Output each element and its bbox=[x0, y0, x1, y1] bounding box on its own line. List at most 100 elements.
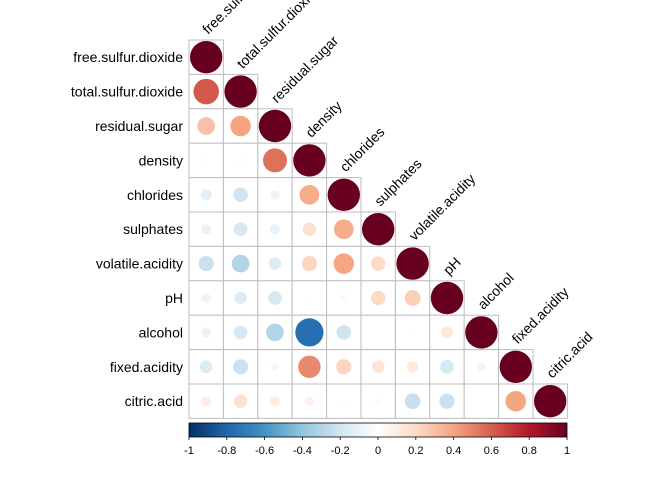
correlation-circle bbox=[465, 316, 498, 349]
grid-cell bbox=[188, 245, 224, 282]
correlation-circle bbox=[370, 256, 386, 271]
correlation-circle bbox=[233, 394, 248, 408]
column-label: density bbox=[302, 98, 345, 141]
colorbar-tick-label: 0.8 bbox=[522, 445, 537, 457]
correlation-circle bbox=[197, 117, 216, 135]
correlation-circle bbox=[269, 224, 281, 235]
correlation-circle bbox=[336, 359, 352, 375]
column-label: chlorides bbox=[337, 124, 388, 175]
correlation-circle bbox=[268, 257, 282, 270]
colorbar-tick-label: 1 bbox=[564, 445, 570, 457]
correlation-circle bbox=[374, 397, 382, 405]
row-label: fixed.acidity bbox=[110, 359, 183, 375]
correlation-circle bbox=[505, 390, 527, 412]
column-label: sulphates bbox=[371, 155, 425, 209]
row-labels: free.sulfur.dioxide total.sulfur.dioxide r… bbox=[71, 49, 183, 409]
colorbar-tick-label: 0.4 bbox=[446, 445, 461, 457]
correlation-circle bbox=[238, 158, 243, 163]
grid-cell bbox=[360, 314, 396, 351]
correlation-circle bbox=[201, 327, 212, 338]
column-label: citric.acid bbox=[543, 329, 596, 382]
colorbar-tick-label: -0.4 bbox=[293, 445, 312, 457]
correlation-circle bbox=[230, 115, 251, 137]
correlation-circle bbox=[340, 294, 348, 302]
correlation-circle bbox=[336, 325, 352, 340]
correlation-circle bbox=[302, 222, 317, 236]
colorbar-tick-label: -1 bbox=[184, 445, 194, 457]
row-label: pH bbox=[165, 290, 183, 306]
correlation-circle bbox=[198, 256, 214, 272]
correlation-circle bbox=[298, 355, 321, 379]
correlation-circle bbox=[341, 398, 347, 404]
correlation-circle bbox=[371, 360, 385, 374]
column-label: fixed.acidity bbox=[509, 284, 572, 347]
correlation-circle bbox=[477, 362, 486, 372]
correlation-circle bbox=[271, 362, 279, 371]
correlation-circle bbox=[268, 291, 282, 305]
colorbar-tick-label: -0.8 bbox=[217, 445, 236, 457]
correlation-circle bbox=[439, 393, 455, 409]
colorbar-tick-label: -0.6 bbox=[255, 445, 274, 457]
correlation-circle bbox=[224, 75, 257, 108]
correlation-circle bbox=[269, 396, 281, 407]
correlation-circle bbox=[201, 293, 211, 303]
correlation-circle bbox=[234, 291, 247, 305]
correlation-circle bbox=[233, 222, 248, 237]
colorbar-tick-label: -0.2 bbox=[331, 445, 350, 457]
row-label: volatile.acidity bbox=[96, 256, 183, 272]
correlation-circle bbox=[333, 253, 355, 274]
grid-cell bbox=[291, 177, 328, 213]
correlation-circle bbox=[270, 190, 280, 200]
row-label: citric.acid bbox=[125, 393, 183, 409]
correlation-circle bbox=[304, 396, 314, 406]
row-label: alcohol bbox=[139, 324, 183, 340]
correlation-circle bbox=[404, 393, 421, 409]
colorbar: -1 -0.8 -0.6 -0.4 -0.2 0 0.2 0.4 0.6 0.8 1 bbox=[184, 422, 570, 457]
correlation-circle bbox=[203, 158, 209, 163]
colorbar-tick-label: 0.6 bbox=[484, 445, 499, 457]
correlation-circle bbox=[231, 254, 250, 273]
correlation-circle bbox=[262, 148, 288, 173]
column-label: pH bbox=[440, 254, 464, 278]
correlation-circle bbox=[200, 189, 212, 201]
correlation-circles bbox=[190, 41, 567, 418]
correlation-circle bbox=[233, 359, 249, 375]
correlation-circle bbox=[258, 109, 292, 143]
correlation-circle bbox=[295, 318, 324, 347]
correlation-circle bbox=[266, 323, 284, 342]
column-label: residual.sugar bbox=[268, 32, 342, 106]
correlation-circle bbox=[333, 219, 354, 240]
correlation-circle bbox=[440, 359, 454, 374]
correlation-circle bbox=[299, 184, 320, 205]
colorbar-rect bbox=[188, 422, 568, 438]
correlation-circle bbox=[406, 361, 419, 373]
row-label: residual.sugar bbox=[95, 118, 183, 134]
correlation-circle bbox=[233, 187, 248, 203]
row-label: chlorides bbox=[127, 187, 183, 203]
correlation-circle bbox=[441, 326, 453, 339]
correlation-circle bbox=[327, 178, 360, 211]
correlation-circle bbox=[193, 78, 219, 105]
correlation-circle bbox=[293, 144, 326, 177]
column-label: alcohol bbox=[474, 270, 517, 313]
colorbar-tick-label: 0.2 bbox=[408, 445, 423, 457]
row-label: density bbox=[139, 152, 183, 168]
correlation-circle bbox=[410, 330, 415, 335]
correlation-circle bbox=[201, 396, 212, 407]
correlation-circle bbox=[233, 325, 248, 340]
correlation-circle bbox=[396, 247, 429, 280]
correlation-circle bbox=[430, 281, 464, 315]
correlation-circle bbox=[404, 290, 421, 306]
row-label: sulphates bbox=[123, 221, 183, 237]
colorbar-tick-label: 0 bbox=[375, 445, 381, 457]
correlation-circle bbox=[499, 350, 532, 383]
grid-cell bbox=[222, 142, 259, 179]
correlation-circle bbox=[362, 213, 395, 246]
grid-cell bbox=[463, 383, 500, 419]
correlation-circle bbox=[199, 360, 213, 374]
correlation-circle bbox=[190, 41, 223, 74]
correlation-circle bbox=[301, 256, 317, 272]
row-label: total.sulfur.dioxide bbox=[71, 84, 183, 100]
column-label: volatile.acidity bbox=[405, 171, 478, 244]
